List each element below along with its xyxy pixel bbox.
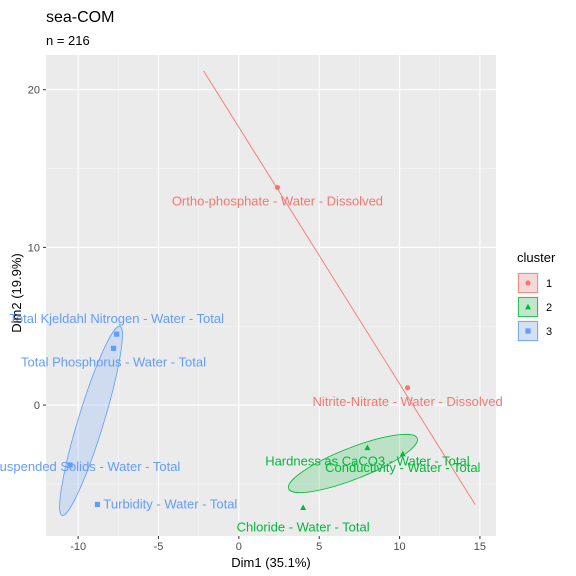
chart-title: sea-COM [46, 9, 114, 26]
x-tick-label: 10 [393, 541, 405, 553]
point-label: Conductivity - Water - Total [325, 460, 480, 475]
point-label: Total Suspended Solids - Water - Total [0, 459, 180, 474]
legend-key-marker [525, 280, 531, 286]
cluster-ellipse [288, 433, 418, 493]
axes: -10 -5 0 5 10 15 0 10 20 [28, 85, 486, 553]
data-point [399, 450, 406, 457]
y-tick-label: 10 [28, 242, 40, 254]
y-axis-title: Dim2 (19.9%) [9, 253, 24, 332]
y-tick-label: 20 [28, 85, 40, 97]
point-label: Chloride - Water - Total [237, 520, 370, 535]
series-cluster-1: Ortho-phosphate - Water - Dissolved Nitri… [172, 70, 503, 505]
point-label: Hardness as CaCO3 - Water - Total [265, 454, 470, 469]
data-point [114, 331, 120, 337]
legend-label: 1 [546, 278, 552, 290]
data-point [300, 504, 307, 511]
legend-key-marker [525, 303, 531, 310]
data-point [110, 345, 117, 351]
x-tick-label: 15 [474, 541, 486, 553]
point-label: Total Phosphorus - Water - Total [21, 354, 206, 369]
cluster-ellipse [59, 325, 123, 516]
data-point [94, 501, 101, 508]
legend-label: 3 [546, 326, 552, 338]
plot-panel: Ortho-phosphate - Water - Dissolved Nitri… [0, 55, 503, 536]
data-point [274, 184, 281, 191]
cluster-ellipse [203, 70, 476, 505]
legend-label: 2 [546, 302, 552, 314]
x-tick-label: 0 [236, 541, 242, 553]
point-label: Turbidity - Water - Total [103, 496, 237, 511]
point-label: Total Kjeldahl Nitrogen - Water - Total [9, 311, 224, 326]
data-point [405, 385, 411, 391]
series-cluster-3: Total Kjeldahl Nitrogen - Water - Total T… [0, 311, 237, 516]
y-tick-label: 0 [34, 400, 40, 412]
data-point [67, 462, 73, 468]
chart-subtitle: n = 216 [46, 33, 90, 48]
legend: cluster 1 2 3 [517, 250, 556, 342]
x-tick-label: -5 [154, 541, 164, 553]
legend-key-1 [517, 272, 539, 294]
data-point [364, 444, 371, 451]
legend-key-3 [517, 320, 539, 342]
point-label: Ortho-phosphate - Water - Dissolved [172, 193, 383, 208]
legend-key-2 [517, 296, 539, 318]
legend-title: cluster [517, 250, 556, 265]
x-tick-label: 5 [316, 541, 322, 553]
legend-key-marker [525, 328, 531, 334]
panel-background [46, 55, 496, 536]
x-tick-label: -10 [70, 541, 86, 553]
point-label: Nitrite-Nitrate - Water - Dissolved [312, 394, 502, 409]
x-axis-title: Dim1 (35.1%) [231, 555, 310, 570]
series-cluster-2: Hardness as CaCO3 - Water - TotalConduct… [237, 433, 481, 535]
